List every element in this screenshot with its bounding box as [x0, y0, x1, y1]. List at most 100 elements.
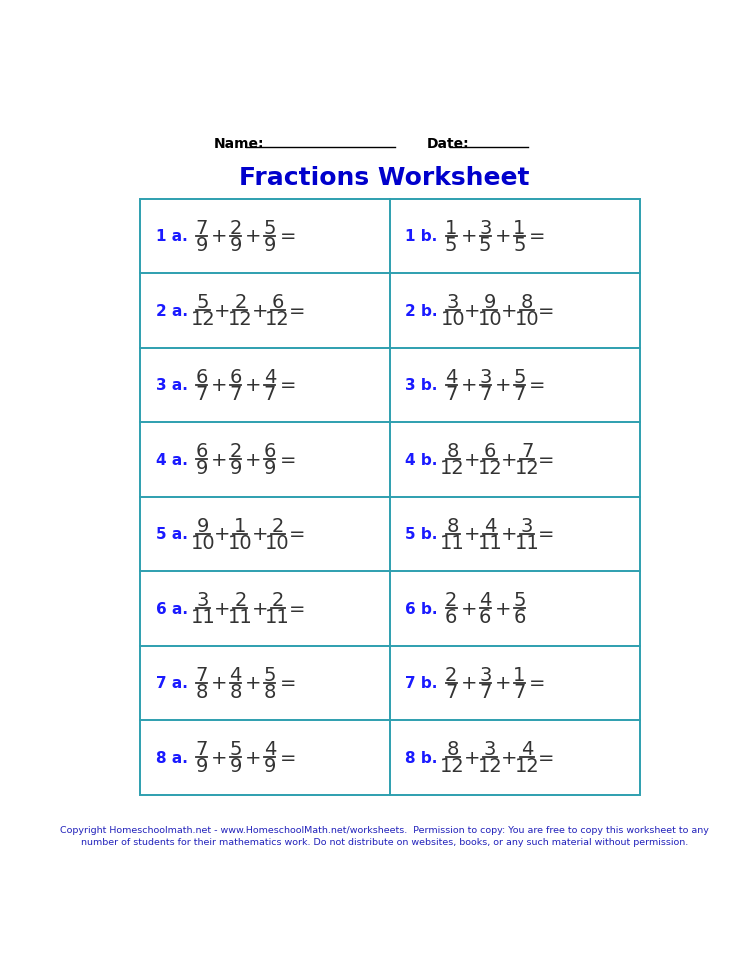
Text: +: +	[495, 599, 511, 618]
Text: 5: 5	[264, 219, 276, 237]
Text: 6 b.: 6 b.	[406, 601, 438, 616]
Text: 7: 7	[195, 385, 208, 403]
Text: 3: 3	[447, 293, 459, 312]
Text: 9: 9	[264, 458, 276, 478]
Text: 12: 12	[265, 310, 290, 328]
Text: 7: 7	[513, 682, 526, 701]
Text: +: +	[214, 525, 231, 544]
Text: +: +	[460, 673, 477, 693]
Text: 4: 4	[230, 665, 242, 684]
Text: 7: 7	[195, 739, 208, 759]
Text: +: +	[246, 451, 262, 469]
Text: 5: 5	[513, 591, 526, 610]
Text: =: =	[279, 227, 296, 246]
Text: 8 a.: 8 a.	[156, 750, 188, 765]
Text: +: +	[501, 451, 517, 469]
Text: 7: 7	[513, 385, 526, 403]
Text: =: =	[529, 376, 545, 395]
Text: +: +	[501, 301, 517, 321]
Text: +: +	[501, 748, 517, 767]
Text: 1: 1	[513, 665, 526, 684]
Text: 10: 10	[440, 310, 465, 328]
Text: 8: 8	[521, 293, 533, 312]
Text: 7: 7	[230, 385, 242, 403]
Text: =: =	[529, 673, 545, 693]
Text: 8: 8	[195, 682, 208, 701]
Text: +: +	[211, 673, 228, 693]
Text: 11: 11	[228, 608, 253, 627]
Text: 1: 1	[513, 219, 526, 237]
Text: +: +	[460, 599, 477, 618]
Bar	[140, 200, 641, 795]
Text: 8 b.: 8 b.	[406, 750, 438, 765]
Text: 8: 8	[447, 739, 459, 759]
Text: +: +	[460, 227, 477, 246]
Text: =: =	[538, 525, 555, 544]
Text: +: +	[464, 525, 481, 544]
Text: 3: 3	[479, 367, 491, 387]
Text: =: =	[279, 748, 296, 767]
Text: =: =	[538, 748, 555, 767]
Text: 11: 11	[478, 533, 502, 552]
Text: 3 a.: 3 a.	[156, 378, 188, 392]
Text: Name:: Name:	[214, 137, 264, 151]
Text: 12: 12	[478, 757, 502, 775]
Text: 12: 12	[514, 757, 539, 775]
Text: 4: 4	[264, 739, 276, 759]
Text: +: +	[214, 301, 231, 321]
Text: 11: 11	[440, 533, 465, 552]
Text: 5: 5	[264, 665, 276, 684]
Text: +: +	[246, 227, 262, 246]
Text: 7: 7	[195, 219, 208, 237]
Text: 12: 12	[514, 458, 539, 478]
Text: +: +	[495, 376, 511, 395]
Text: 3: 3	[479, 219, 491, 237]
Text: =: =	[538, 301, 555, 321]
Text: 2: 2	[445, 665, 457, 684]
Text: 11: 11	[265, 608, 290, 627]
Text: 5: 5	[230, 739, 242, 759]
Text: 5 a.: 5 a.	[156, 527, 188, 542]
Text: 2: 2	[271, 591, 284, 610]
Text: 7: 7	[264, 385, 276, 403]
Text: 4: 4	[521, 739, 533, 759]
Text: 1: 1	[445, 219, 457, 237]
Text: 2: 2	[445, 591, 457, 610]
Text: +: +	[460, 376, 477, 395]
Text: +: +	[464, 748, 481, 767]
Text: 6: 6	[264, 442, 276, 461]
Text: 12: 12	[478, 458, 502, 478]
Text: 8: 8	[447, 516, 459, 535]
Text: 2: 2	[234, 591, 246, 610]
Text: 7: 7	[479, 682, 491, 701]
Text: 7: 7	[479, 385, 491, 403]
Text: 1: 1	[234, 516, 246, 535]
Text: +: +	[495, 227, 511, 246]
Text: 5 b.: 5 b.	[406, 527, 438, 542]
Text: +: +	[211, 748, 228, 767]
Text: +: +	[246, 748, 262, 767]
Text: 11: 11	[514, 533, 539, 552]
Text: 3: 3	[479, 665, 491, 684]
Text: 9: 9	[230, 235, 242, 255]
Text: 7: 7	[445, 385, 457, 403]
Text: 9: 9	[195, 458, 208, 478]
Text: 6: 6	[513, 608, 526, 627]
Text: =: =	[279, 376, 296, 395]
Text: 8: 8	[264, 682, 276, 701]
Text: 12: 12	[440, 757, 465, 775]
Text: 12: 12	[191, 310, 216, 328]
Text: 6: 6	[445, 608, 457, 627]
Text: 6: 6	[271, 293, 284, 312]
Text: =: =	[279, 451, 296, 469]
Text: 9: 9	[195, 235, 208, 255]
Text: +: +	[252, 525, 268, 544]
Text: 2: 2	[230, 442, 242, 461]
Text: 10: 10	[191, 533, 216, 552]
Text: 7 a.: 7 a.	[156, 675, 188, 691]
Text: =: =	[288, 599, 305, 618]
Text: +: +	[246, 673, 262, 693]
Text: 7: 7	[445, 682, 457, 701]
Text: =: =	[538, 451, 555, 469]
Text: 2: 2	[234, 293, 246, 312]
